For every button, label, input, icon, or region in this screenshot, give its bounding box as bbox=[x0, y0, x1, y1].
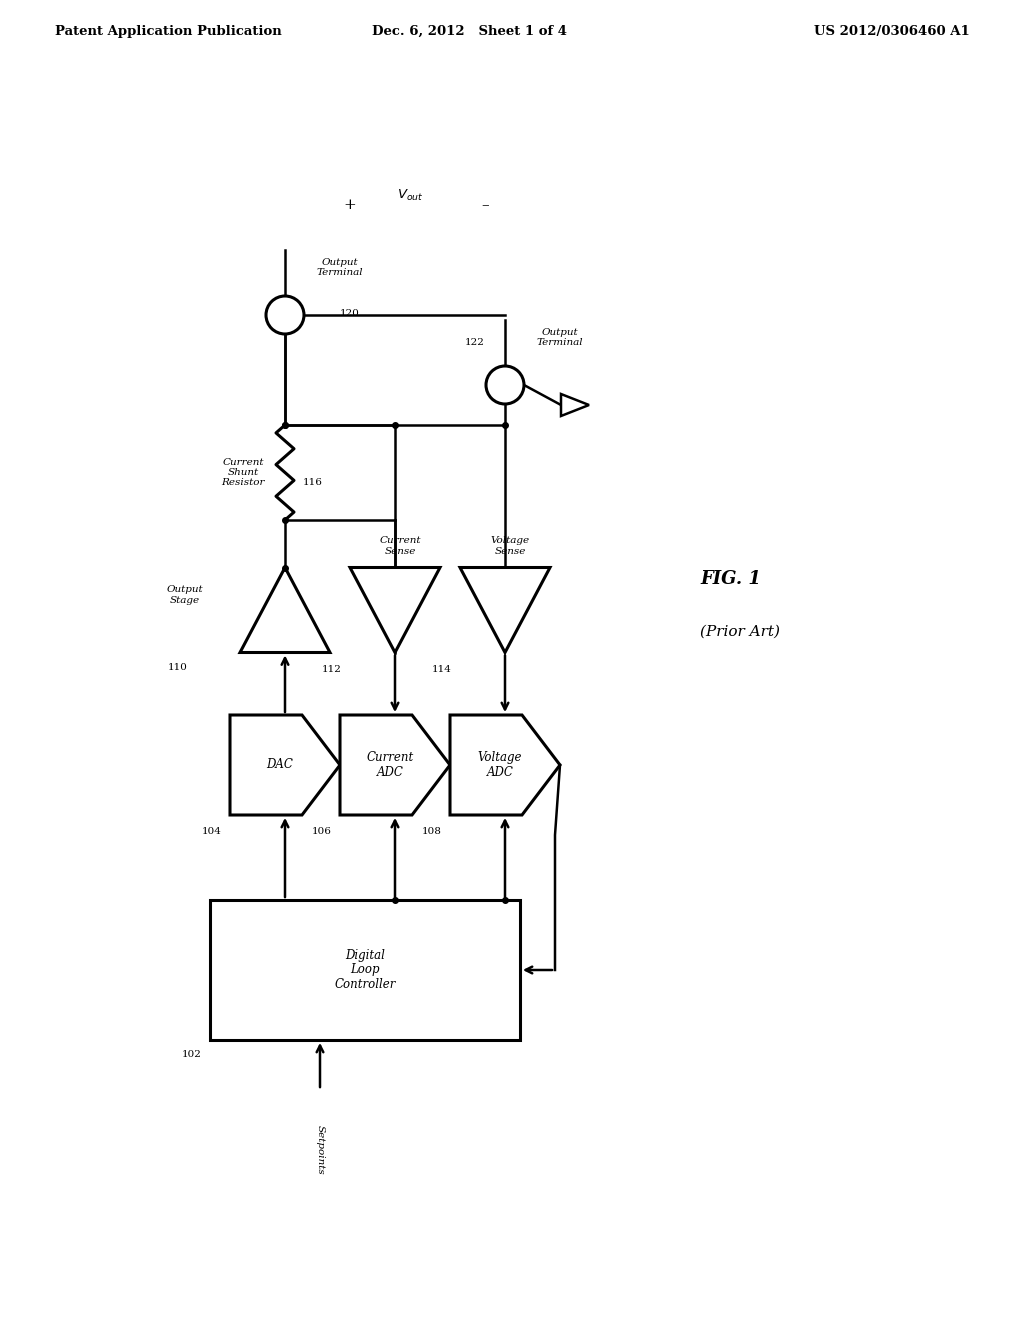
Text: $V_{out}$: $V_{out}$ bbox=[396, 187, 423, 202]
Text: (Prior Art): (Prior Art) bbox=[700, 624, 780, 639]
Text: 104: 104 bbox=[202, 828, 222, 836]
Text: Voltage
Sense: Voltage Sense bbox=[490, 536, 529, 556]
Polygon shape bbox=[561, 393, 589, 416]
Text: 114: 114 bbox=[432, 664, 452, 673]
Circle shape bbox=[486, 366, 524, 404]
Text: Voltage
ADC: Voltage ADC bbox=[478, 751, 522, 779]
Polygon shape bbox=[460, 568, 550, 652]
Polygon shape bbox=[350, 568, 440, 652]
Text: DAC: DAC bbox=[266, 759, 294, 771]
Text: Current
Sense: Current Sense bbox=[379, 536, 421, 556]
Text: –: – bbox=[481, 198, 488, 213]
Text: 102: 102 bbox=[182, 1049, 202, 1059]
Text: 112: 112 bbox=[323, 664, 342, 673]
Polygon shape bbox=[240, 568, 330, 652]
Text: 106: 106 bbox=[312, 828, 332, 836]
Circle shape bbox=[266, 296, 304, 334]
Text: Output
Terminal: Output Terminal bbox=[316, 257, 364, 277]
Text: Current
ADC: Current ADC bbox=[367, 751, 414, 779]
Text: FIG. 1: FIG. 1 bbox=[700, 570, 761, 587]
Text: 110: 110 bbox=[168, 663, 187, 672]
Text: Current
Shunt
Resistor: Current Shunt Resistor bbox=[221, 458, 265, 487]
FancyBboxPatch shape bbox=[210, 900, 520, 1040]
Text: 122: 122 bbox=[465, 338, 485, 347]
Text: Dec. 6, 2012   Sheet 1 of 4: Dec. 6, 2012 Sheet 1 of 4 bbox=[373, 25, 567, 38]
Text: Output
Terminal: Output Terminal bbox=[537, 327, 584, 347]
Text: Output
Stage: Output Stage bbox=[167, 585, 204, 605]
Text: Digital
Loop
Controller: Digital Loop Controller bbox=[334, 949, 395, 991]
Text: +: + bbox=[344, 198, 356, 213]
Text: 120: 120 bbox=[340, 309, 359, 318]
Text: 108: 108 bbox=[422, 828, 442, 836]
Text: US 2012/0306460 A1: US 2012/0306460 A1 bbox=[814, 25, 970, 38]
Text: Patent Application Publication: Patent Application Publication bbox=[55, 25, 282, 38]
Text: 116: 116 bbox=[303, 478, 323, 487]
Polygon shape bbox=[340, 715, 450, 814]
Text: Setpoints: Setpoints bbox=[315, 1125, 325, 1175]
Polygon shape bbox=[230, 715, 340, 814]
Polygon shape bbox=[450, 715, 560, 814]
